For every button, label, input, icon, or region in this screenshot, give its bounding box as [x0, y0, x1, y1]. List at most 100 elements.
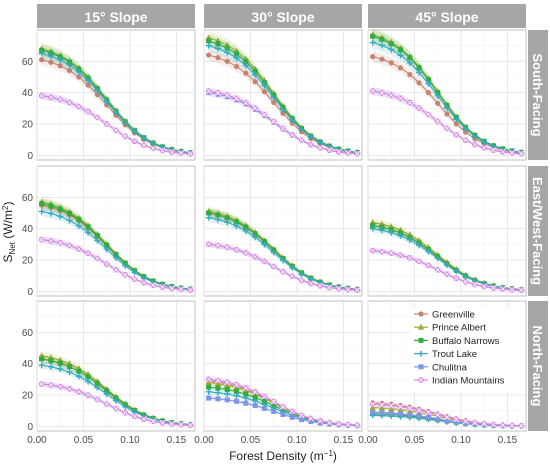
data-point [398, 411, 404, 417]
data-point [75, 388, 82, 395]
data-point [159, 147, 166, 154]
data-point [369, 225, 376, 232]
data-point [407, 55, 413, 61]
data-point [122, 409, 129, 416]
data-point [57, 213, 64, 220]
legend-label: Greenville [432, 310, 475, 321]
data-point [444, 105, 450, 112]
data-point [397, 65, 404, 71]
data-point [75, 222, 82, 229]
facet-strip-row [528, 30, 548, 160]
x-tick-label: 0.10 [120, 435, 140, 446]
data-point [326, 284, 333, 291]
data-point [270, 398, 277, 405]
data-point [113, 109, 119, 116]
series-indian-mountains [205, 87, 361, 157]
y-tick-label: 60 [22, 328, 34, 339]
data-point [233, 63, 240, 70]
data-point [370, 223, 376, 229]
data-point [271, 99, 277, 106]
x-tick-label: 0.15 [498, 435, 518, 446]
data-point [94, 384, 101, 391]
data-point [326, 419, 333, 426]
data-point [481, 283, 488, 290]
data-point [271, 408, 277, 414]
data-point [370, 54, 376, 60]
data-point [280, 125, 286, 132]
data-point [75, 373, 82, 380]
legend-entry: Greenville [414, 310, 475, 321]
data-point [261, 89, 268, 95]
data-point [57, 239, 64, 246]
data-point [243, 391, 249, 397]
data-point [242, 62, 249, 69]
data-point [113, 405, 119, 412]
data-point [307, 141, 314, 148]
series-indian-mountains [205, 376, 361, 429]
data-point [280, 110, 286, 116]
data-point [205, 388, 212, 395]
data-point [38, 381, 45, 387]
data-point [261, 111, 268, 118]
data-point [335, 420, 342, 427]
data-point [66, 217, 73, 224]
data-point [434, 118, 441, 125]
data-point [66, 242, 73, 249]
data-point [397, 95, 404, 102]
data-point [214, 242, 221, 249]
data-point [57, 63, 63, 69]
data-point [280, 411, 286, 417]
data-point [224, 219, 231, 226]
data-point [518, 150, 525, 157]
data-point [397, 403, 404, 410]
facet-strip-column-label: 30° Slope [251, 9, 314, 25]
series-indian-mountains [205, 241, 361, 294]
y-tick-label: 60 [22, 57, 34, 68]
data-point [378, 401, 385, 408]
data-point [270, 249, 277, 256]
data-point [150, 418, 157, 425]
data-point [418, 364, 424, 370]
data-point [85, 108, 92, 115]
x-tick-label: 0.10 [451, 435, 471, 446]
data-point [39, 57, 45, 63]
data-point [206, 52, 212, 58]
data-point [76, 216, 82, 222]
data-point [298, 271, 305, 278]
data-point [425, 77, 431, 83]
y-axis-title: SNet (W/m2) [1, 202, 17, 263]
data-point [425, 90, 432, 96]
data-point [369, 401, 376, 408]
data-point [215, 212, 221, 218]
facet-panel [36, 29, 196, 161]
data-point [307, 280, 314, 287]
data-point [252, 79, 258, 85]
data-point [233, 392, 240, 399]
data-point [298, 277, 305, 284]
data-point [252, 231, 258, 237]
data-point [326, 147, 333, 154]
data-point [388, 250, 395, 257]
data-point [388, 402, 395, 409]
data-point [407, 71, 413, 78]
data-point [233, 381, 240, 388]
data-point [47, 382, 54, 389]
data-point [270, 263, 277, 270]
facet-strip-column-label: 15° Slope [84, 9, 147, 25]
data-point [215, 385, 221, 391]
data-point [57, 56, 64, 63]
data-point [233, 55, 240, 62]
data-point [261, 405, 267, 411]
data-point [481, 420, 488, 427]
data-point [103, 120, 110, 127]
y-tick-label: 0 [27, 151, 33, 162]
data-point [370, 409, 376, 415]
data-point [490, 421, 497, 428]
data-point [233, 223, 240, 230]
data-point [39, 356, 45, 362]
data-point [418, 311, 424, 317]
data-point [47, 363, 54, 370]
data-point [499, 148, 506, 155]
data-point [418, 337, 424, 343]
data-point [67, 211, 73, 217]
